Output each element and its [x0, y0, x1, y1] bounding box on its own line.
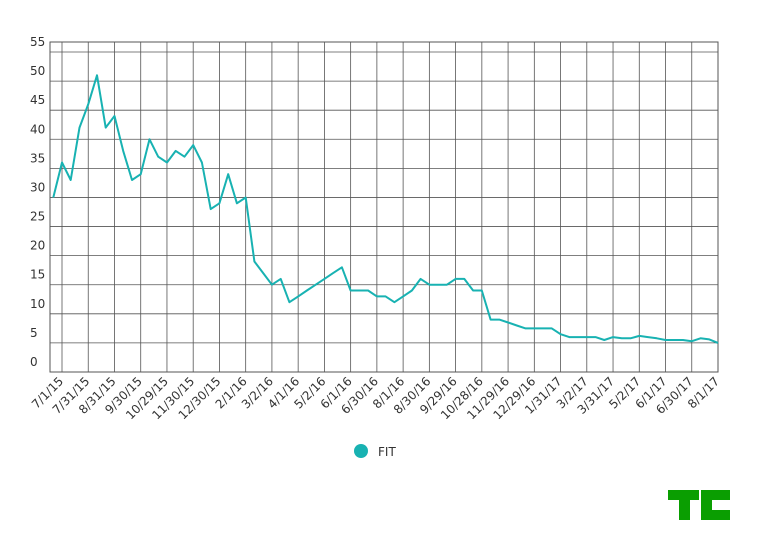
legend-swatch [354, 444, 368, 458]
y-tick-label: 20 [30, 239, 45, 253]
data-line [52, 74, 719, 344]
y-tick-label: 50 [30, 64, 45, 78]
y-tick-label: 5 [30, 326, 38, 340]
y-tick-label: 45 [30, 93, 45, 107]
y-tick-label: 55 [30, 35, 45, 49]
y-tick-label: 0 [30, 355, 38, 369]
y-tick-label: 40 [30, 122, 45, 136]
y-tick-label: 30 [30, 180, 45, 194]
plot-frame [49, 41, 719, 373]
y-tick-label: 25 [30, 210, 45, 224]
y-tick-label: 10 [30, 297, 45, 311]
y-tick-label: 35 [30, 151, 45, 165]
y-tick-label: 15 [30, 268, 45, 282]
tc-logo [668, 490, 730, 520]
legend-label: FIT [378, 445, 396, 459]
